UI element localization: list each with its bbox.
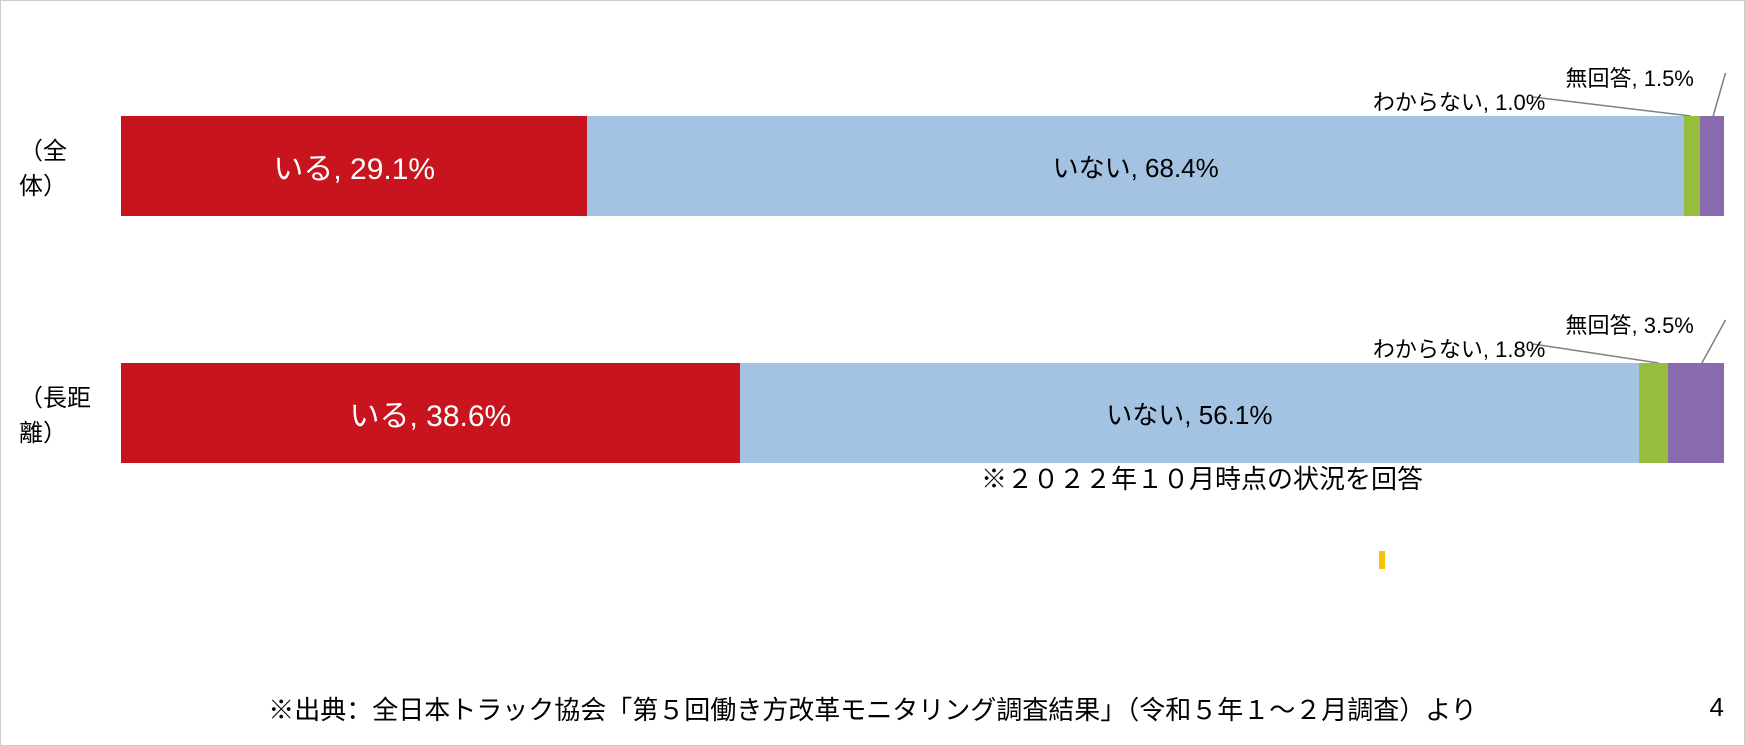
row-label: （全 体）	[1, 131, 121, 201]
bar-row-longdist: （長距離） いる, 38.6% いない, 56.1%	[1, 363, 1744, 463]
bar-segment-iru: いる, 29.1%	[121, 116, 587, 216]
bar-segment-mukaito	[1700, 116, 1724, 216]
page-number: 4	[1710, 692, 1724, 723]
bar-segment-mukaito	[1668, 363, 1724, 463]
bar-row-total: （全 体） いる, 29.1% いない, 68.4%	[1, 116, 1744, 216]
row-1-callouts: わからない, 1.0% 無回答, 1.5%	[1, 61, 1744, 116]
segment-label: いる, 29.1%	[273, 144, 435, 188]
callout-mukaito: 無回答, 3.5%	[1566, 308, 1694, 340]
callout-mukaito: 無回答, 1.5%	[1566, 61, 1694, 93]
bar-segment-wakaranai	[1639, 363, 1668, 463]
bar-segment-wakaranai	[1684, 116, 1700, 216]
row-label: （長距離）	[1, 378, 121, 448]
segment-label: いない, 56.1%	[1106, 395, 1272, 432]
segment-label: いる, 38.6%	[350, 391, 512, 435]
bar-track: いる, 38.6% いない, 56.1%	[121, 363, 1724, 463]
bar-track: いる, 29.1% いない, 68.4%	[121, 116, 1724, 216]
callout-wakaranai: わからない, 1.8%	[1373, 332, 1545, 364]
bar-segment-iru: いる, 38.6%	[121, 363, 740, 463]
source-citation: ※出典：全日本トラック協会「第５回働き方改革モニタリング調査結果」（令和５年１～…	[1, 690, 1744, 727]
segment-label: いない, 68.4%	[1053, 148, 1219, 185]
timepoint-note: ※２０２２年１０月時点の状況を回答	[981, 459, 1423, 496]
bar-segment-inai: いない, 68.4%	[587, 116, 1683, 216]
callout-wakaranai: わからない, 1.0%	[1373, 85, 1545, 117]
bar-segment-inai: いない, 56.1%	[740, 363, 1639, 463]
row-2-callouts: わからない, 1.8% 無回答, 3.5%	[1, 308, 1744, 363]
yellow-marker	[1379, 551, 1385, 569]
stacked-bar-chart: わからない, 1.0% 無回答, 1.5% （全 体） いる, 29.1% いない…	[1, 1, 1744, 463]
